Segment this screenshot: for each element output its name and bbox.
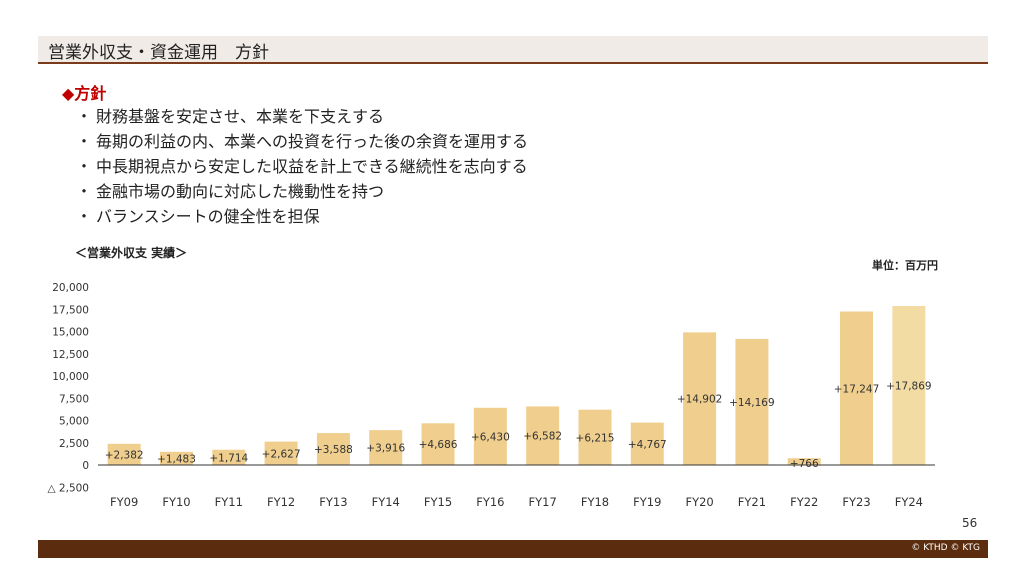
bullet-mark: ・	[76, 132, 93, 151]
bar	[526, 406, 560, 465]
bullet-mark: ・	[76, 207, 93, 226]
y-tick-label: 2,500	[59, 438, 89, 450]
bar	[735, 338, 769, 465]
y-tick-label: 20,000	[52, 282, 89, 294]
y-tick-label: 17,500	[52, 304, 89, 316]
policy-item: ・毎期の利益の内、本業への投資を行った後の余資を運用する	[76, 129, 528, 154]
bullet-mark: ・	[76, 157, 93, 176]
unit-label: 単位：百万円	[872, 259, 938, 272]
bar	[840, 311, 874, 465]
x-tick-label: FY09	[110, 495, 138, 509]
policy-item-text: 毎期の利益の内、本業への投資を行った後の余資を運用する	[96, 132, 529, 151]
data-label: +1,714	[209, 452, 248, 464]
data-label: +2,627	[262, 448, 301, 460]
y-tick-label: 12,500	[52, 349, 89, 361]
x-tick-label: FY22	[790, 495, 818, 509]
bullet-mark: ・	[76, 182, 93, 201]
policy-list: ・財務基盤を安定させ、本業を下支えする ・毎期の利益の内、本業への投資を行った後…	[76, 104, 528, 229]
bar	[787, 458, 821, 465]
bar	[578, 409, 612, 465]
data-label: +14,169	[729, 397, 775, 409]
policy-item: ・財務基盤を安定させ、本業を下支えする	[76, 104, 528, 129]
bar	[212, 449, 246, 465]
x-tick-label: FY21	[738, 495, 766, 509]
x-tick-label: FY17	[529, 495, 557, 509]
policy-item-text: 財務基盤を安定させ、本業を下支えする	[96, 107, 385, 126]
policy-item-text: 金融市場の動向に対応した機動性を持つ	[96, 182, 385, 201]
y-tick-label: △ 2,500	[48, 482, 89, 494]
policy-heading: ◆方針	[62, 84, 107, 103]
policy-item-text: バランスシートの健全性を担保	[96, 207, 320, 226]
data-label: +3,588	[314, 444, 353, 456]
x-tick-label: FY13	[319, 495, 347, 509]
page-number: 56	[962, 516, 978, 530]
page-title: 営業外収支・資金運用 方針	[48, 43, 269, 63]
footer-bar: © KTHD © KTG	[38, 540, 988, 558]
data-label: +4,686	[419, 439, 458, 451]
data-label: +2,382	[105, 449, 144, 461]
x-tick-label: FY11	[215, 495, 243, 509]
bar	[316, 433, 350, 465]
y-tick-label: 7,500	[59, 393, 89, 405]
policy-item: ・金融市場の動向に対応した機動性を持つ	[76, 179, 528, 204]
y-tick-label: 15,000	[52, 327, 89, 339]
x-tick-label: FY14	[372, 495, 400, 509]
bar	[159, 451, 193, 465]
x-tick-label: FY20	[685, 495, 713, 509]
x-tick-label: FY24	[895, 495, 923, 509]
data-label: +17,869	[886, 380, 932, 392]
x-tick-label: FY15	[424, 495, 452, 509]
y-tick-label: 10,000	[52, 371, 89, 383]
bullet-mark: ・	[76, 107, 93, 126]
chart-section-title: ＜営業外収支 実績＞	[75, 246, 188, 260]
bar	[630, 422, 664, 465]
x-tick-label: FY18	[581, 495, 609, 509]
copyright: © KTHD © KTG	[911, 543, 980, 553]
data-label: +6,215	[576, 432, 615, 444]
x-tick-label: FY19	[633, 495, 661, 509]
policy-item: ・中長期視点から安定した収益を計上できる継続性を志向する	[76, 154, 528, 179]
data-label: +6,582	[523, 431, 562, 443]
data-label: +6,430	[471, 431, 510, 443]
x-tick-label: FY10	[162, 495, 190, 509]
data-label: +3,916	[366, 443, 405, 455]
data-label: +4,767	[628, 439, 667, 451]
bar	[421, 423, 455, 465]
bar	[892, 305, 926, 465]
y-tick-label: 0	[82, 460, 89, 472]
bar	[473, 407, 507, 465]
title-band: 営業外収支・資金運用 方針	[38, 36, 988, 64]
x-tick-label: FY12	[267, 495, 295, 509]
data-label: +766	[790, 458, 819, 470]
bar	[683, 332, 717, 465]
bar	[369, 430, 403, 465]
policy-item: ・バランスシートの健全性を担保	[76, 204, 528, 229]
data-label: +17,247	[834, 383, 880, 395]
x-tick-label: FY16	[476, 495, 504, 509]
bar	[264, 441, 298, 465]
y-tick-label: 5,000	[59, 416, 89, 428]
data-label: +14,902	[677, 394, 723, 406]
data-label: +1,483	[157, 453, 196, 465]
x-tick-label: FY23	[842, 495, 870, 509]
policy-item-text: 中長期視点から安定した収益を計上できる継続性を志向する	[96, 157, 528, 176]
bar	[107, 443, 141, 465]
